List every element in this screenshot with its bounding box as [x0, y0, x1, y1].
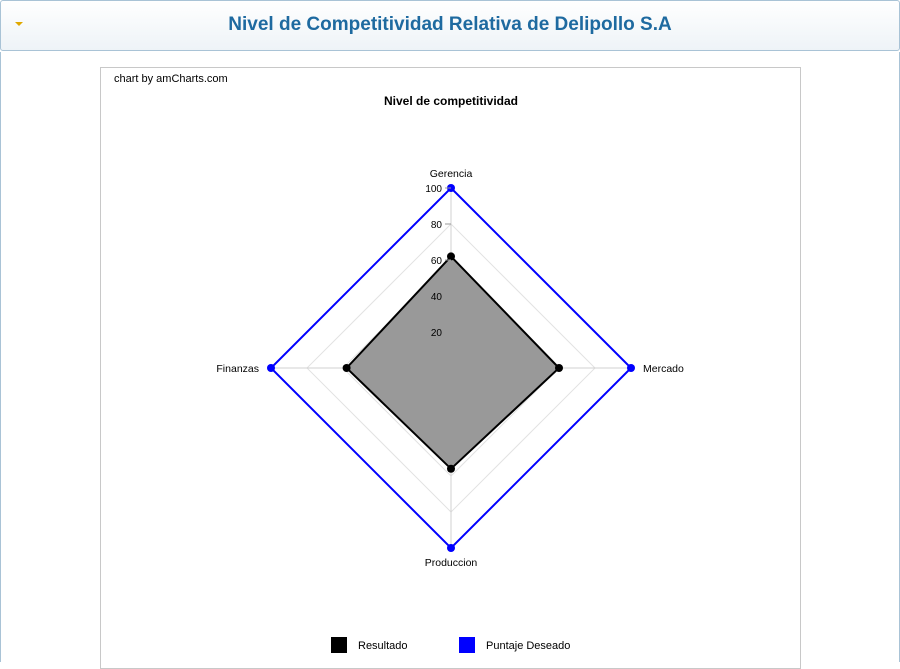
data-point[interactable]	[447, 464, 455, 473]
chart-title: Nivel de competitividad	[383, 94, 519, 108]
chart-container: chart by amCharts.com Nivel de competiti…	[100, 67, 801, 669]
tick-label: 100	[425, 184, 442, 195]
data-point[interactable]	[555, 364, 563, 372]
tick-label: 40	[431, 292, 443, 303]
tick-label: 80	[431, 220, 443, 231]
category-label: Gerencia	[430, 168, 473, 180]
chart-credit-link[interactable]: chart by amCharts.com	[114, 73, 228, 85]
radar-chart: 20 40 60 80 100 Gerencia Mercado Produccion Fina…	[216, 168, 684, 569]
category-label: Mercado	[643, 363, 684, 375]
data-point[interactable]	[342, 364, 351, 372]
legend-swatch	[459, 637, 475, 653]
data-point[interactable]	[267, 364, 275, 372]
page-title: Nivel de Competitividad Relativa de Deli…	[228, 14, 672, 35]
category-label: Produccion	[425, 557, 478, 569]
category-label: Finanzas	[216, 363, 259, 375]
data-point[interactable]	[447, 544, 455, 552]
data-point[interactable]	[627, 364, 635, 372]
chart-legend: Resultado Puntaje Deseado	[331, 637, 731, 657]
series-polygon	[345, 254, 561, 471]
data-point[interactable]	[447, 252, 455, 261]
legend-label: Puntaje Deseado	[486, 640, 571, 652]
legend-label: Resultado	[358, 640, 408, 652]
chevron-down-icon[interactable]	[15, 22, 23, 26]
tick-label: 20	[431, 328, 443, 339]
legend-swatch	[331, 637, 347, 653]
page-header: Nivel de Competitividad Relativa de Deli…	[0, 0, 900, 51]
tick-label: 60	[431, 256, 443, 267]
